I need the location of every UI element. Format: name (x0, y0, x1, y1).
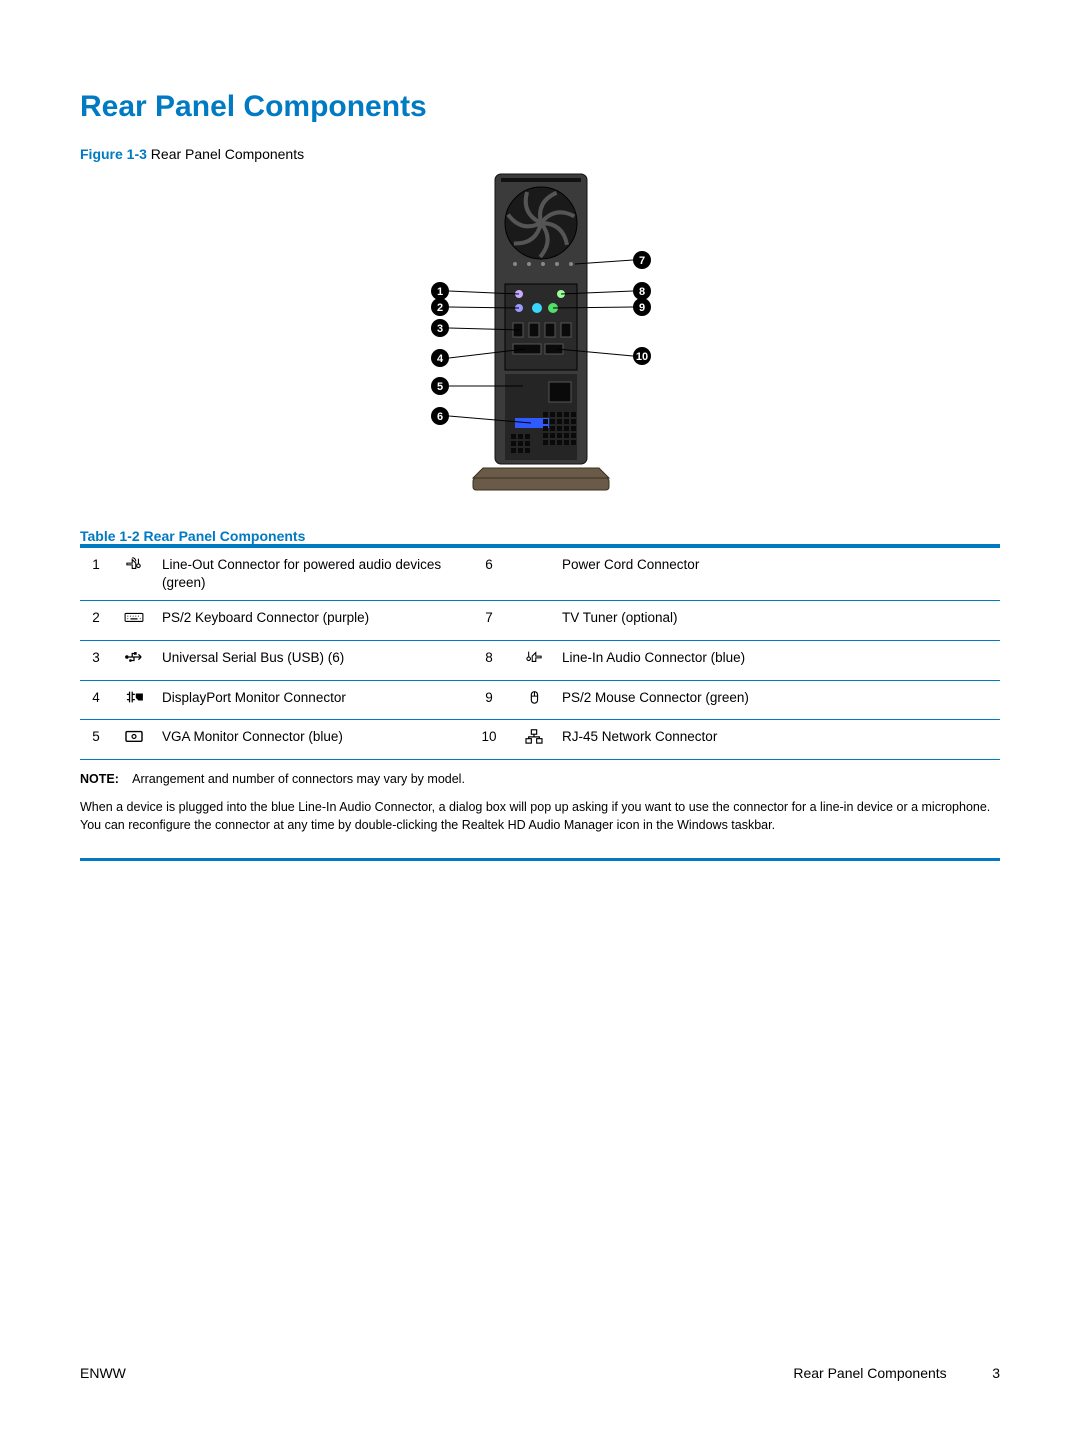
footer-left: ENWW (80, 1365, 126, 1381)
table-row: 5 VGA Monitor Connector (blue)10 RJ-45 Net… (80, 720, 1000, 760)
row-number-left: 2 (80, 601, 112, 641)
row-number-left: 1 (80, 548, 112, 601)
row-desc-left: Universal Serial Bus (USB) (6) (156, 641, 466, 681)
note-label: NOTE: (80, 772, 119, 786)
svg-text:2: 2 (437, 302, 443, 314)
displayport-icon (112, 680, 156, 720)
table-caption: Table 1-2 Rear Panel Components (80, 528, 1000, 544)
figure-caption: Figure 1-3 Rear Panel Components (80, 146, 1000, 162)
table-row: 3 Universal Serial Bus (USB) (6)8 Line-In … (80, 641, 1000, 681)
blank-icon (512, 601, 556, 641)
row-number-left: 3 (80, 641, 112, 681)
row-number-right: 6 (466, 548, 512, 601)
svg-text:4: 4 (437, 353, 444, 365)
row-number-right: 7 (466, 601, 512, 641)
row-desc-right: Power Cord Connector (556, 548, 1000, 601)
audio-out-icon (112, 548, 156, 601)
note-text: Arrangement and number of connectors may… (132, 772, 465, 786)
svg-text:10: 10 (636, 351, 648, 363)
network-icon (512, 720, 556, 760)
row-number-right: 8 (466, 641, 512, 681)
table-row: 2 PS/2 Keyboard Connector (purple)7 TV Tun… (80, 601, 1000, 641)
figure-diagram: 1 2 3 4 5 6 7 8 9 10 (80, 168, 1000, 508)
row-desc-left: PS/2 Keyboard Connector (purple) (156, 601, 466, 641)
svg-text:9: 9 (639, 302, 645, 314)
svg-text:6: 6 (437, 411, 443, 423)
components-table: 1 Line-Out Connector for powered audio de… (80, 544, 1000, 760)
row-number-left: 4 (80, 680, 112, 720)
table-row: 4 DisplayPort Monitor Connector9 PS/2 Mous… (80, 680, 1000, 720)
row-number-left: 5 (80, 720, 112, 760)
svg-text:1: 1 (437, 286, 443, 298)
row-number-right: 9 (466, 680, 512, 720)
footer-page-number: 3 (970, 1365, 1000, 1381)
row-desc-right: RJ-45 Network Connector (556, 720, 1000, 760)
audio-in-icon (512, 641, 556, 681)
svg-text:3: 3 (437, 323, 443, 335)
mouse-icon (512, 680, 556, 720)
row-desc-right: TV Tuner (optional) (556, 601, 1000, 641)
row-desc-left: Line-Out Connector for powered audio dev… (156, 548, 466, 601)
table-label: Table 1-2 (80, 528, 140, 544)
row-number-right: 10 (466, 720, 512, 760)
table-row: 1 Line-Out Connector for powered audio de… (80, 548, 1000, 601)
page-footer: ENWW Rear Panel Components 3 (80, 1365, 1000, 1381)
row-desc-left: VGA Monitor Connector (blue) (156, 720, 466, 760)
svg-text:8: 8 (639, 286, 645, 298)
row-desc-left: DisplayPort Monitor Connector (156, 680, 466, 720)
keyboard-icon (112, 601, 156, 641)
footer-right-title: Rear Panel Components (793, 1365, 946, 1381)
vga-icon (112, 720, 156, 760)
note-paragraph: When a device is plugged into the blue L… (80, 798, 1000, 834)
figure-label: Figure 1-3 (80, 146, 147, 162)
blank-icon (512, 548, 556, 601)
svg-text:5: 5 (437, 381, 443, 393)
figure-caption-text: Rear Panel Components (151, 146, 304, 162)
table-caption-text: Rear Panel Components (144, 528, 306, 544)
row-desc-right: Line-In Audio Connector (blue) (556, 641, 1000, 681)
page-title: Rear Panel Components (80, 90, 1000, 124)
usb-icon (112, 641, 156, 681)
svg-text:7: 7 (639, 255, 645, 267)
row-desc-right: PS/2 Mouse Connector (green) (556, 680, 1000, 720)
notes-block: NOTE: Arrangement and number of connecto… (80, 760, 1000, 861)
